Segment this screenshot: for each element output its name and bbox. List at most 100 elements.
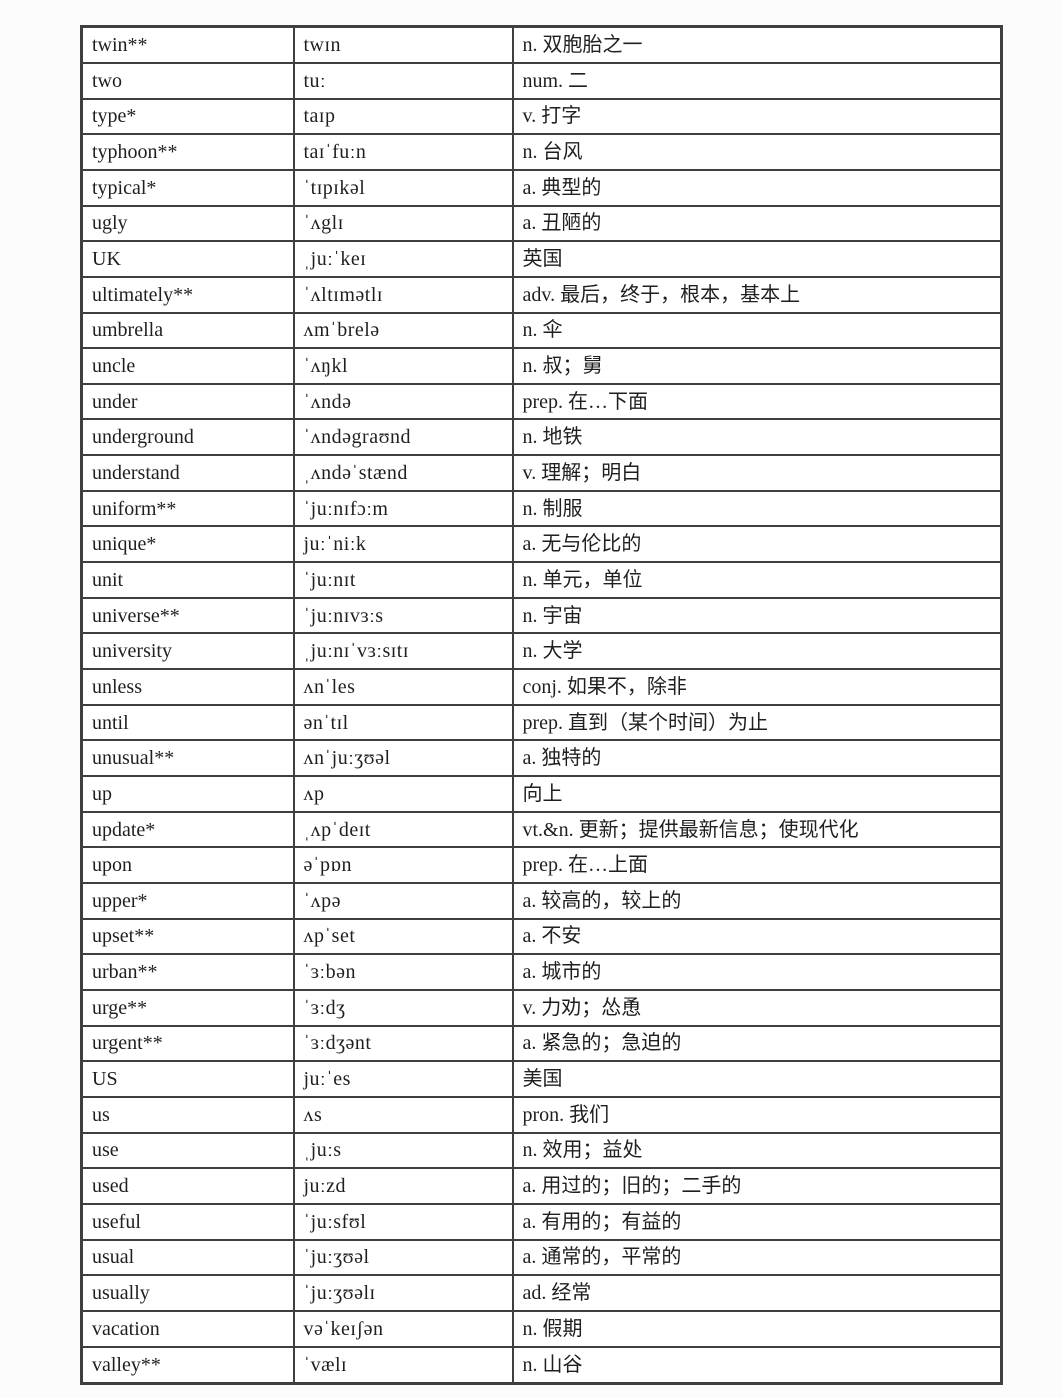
definition-cell: n. 伞 — [511, 311, 1003, 350]
phonetic-cell: ʌnˈjuːʒʊəl — [292, 739, 514, 778]
vocab-row: university ˌjuːnɪˈvɜːsɪtɪ n. 大学 — [80, 632, 1003, 671]
definition-cell: a. 无与伦比的 — [511, 525, 1003, 564]
word-cell: urgent** — [80, 1024, 295, 1063]
word-cell: upset** — [80, 917, 295, 956]
definition-cell: 向上 — [511, 775, 1003, 813]
word-cell: used — [80, 1167, 295, 1205]
vocab-row: urgent** ˈɜːdʒənt a. 紧急的；急迫的 — [80, 1024, 1003, 1063]
phonetic-cell: twɪn — [292, 25, 514, 64]
definition-cell: 美国 — [511, 1060, 1003, 1098]
vocab-row: type* taɪp v. 打字 — [80, 97, 1003, 136]
definition-cell: n. 叔；舅 — [511, 347, 1003, 385]
phonetic-cell: ʌmˈbrelə — [292, 311, 514, 350]
definition-cell: pron. 我们 — [511, 1095, 1003, 1134]
word-cell: upper* — [80, 882, 295, 920]
word-cell: ugly — [80, 204, 295, 243]
definition-cell: n. 制服 — [511, 489, 1003, 528]
vocab-row: update* ˌʌpˈdeɪt vt.&n. 更新；提供最新信息；使现代化 — [80, 810, 1003, 849]
vocab-row: used juːzd a. 用过的；旧的；二手的 — [80, 1167, 1003, 1205]
phonetic-cell: ˈjuːnɪfɔːm — [292, 489, 514, 528]
definition-cell: a. 通常的，平常的 — [511, 1238, 1003, 1277]
definition-cell: vt.&n. 更新；提供最新信息；使现代化 — [511, 810, 1003, 849]
phonetic-cell: ˈjuːnɪt — [292, 561, 514, 599]
phonetic-cell: ˈɜːdʒ — [292, 988, 514, 1027]
definition-cell: n. 单元，单位 — [511, 561, 1003, 599]
word-cell: unusual** — [80, 739, 295, 778]
definition-cell: ad. 经常 — [511, 1274, 1003, 1312]
definition-cell: a. 较高的，较上的 — [511, 882, 1003, 920]
word-cell: uniform** — [80, 489, 295, 528]
phonetic-cell: ˈtɪpɪkəl — [292, 168, 514, 207]
word-cell: UK — [80, 240, 295, 278]
phonetic-cell: tuː — [292, 61, 514, 100]
word-cell: vacation — [80, 1309, 295, 1348]
definition-cell: a. 紧急的；急迫的 — [511, 1024, 1003, 1063]
phonetic-cell: ˌʌndəˈstænd — [292, 454, 514, 492]
phonetic-cell: ˈjuːʒʊəl — [292, 1238, 514, 1277]
phonetic-cell: ənˈtɪl — [292, 703, 514, 742]
vocab-row: uncle ˈʌŋkl n. 叔；舅 — [80, 347, 1003, 385]
definition-cell: prep. 在…上面 — [511, 846, 1003, 884]
word-cell: up — [80, 775, 295, 813]
word-cell: until — [80, 703, 295, 742]
vocab-row: unique* juːˈniːk a. 无与伦比的 — [80, 525, 1003, 564]
word-cell: urban** — [80, 953, 295, 991]
definition-cell: n. 效用；益处 — [511, 1131, 1003, 1170]
word-cell: unit — [80, 561, 295, 599]
definition-cell: adv. 最后，终于，根本，基本上 — [511, 275, 1003, 314]
vocab-row: upset** ʌpˈset a. 不安 — [80, 917, 1003, 956]
vocab-row: unit ˈjuːnɪt n. 单元，单位 — [80, 561, 1003, 599]
vocab-row: upon əˈpɒn prep. 在…上面 — [80, 846, 1003, 884]
phonetic-cell: ˈʌglɪ — [292, 204, 514, 243]
definition-cell: n. 地铁 — [511, 418, 1003, 457]
word-cell: typical* — [80, 168, 295, 207]
vocab-row: unless ʌnˈles conj. 如果不，除非 — [80, 668, 1003, 706]
vocab-row: twin** twɪn n. 双胞胎之一 — [80, 25, 1003, 64]
vocab-row: umbrella ʌmˈbrelə n. 伞 — [80, 311, 1003, 350]
vocab-row: under ˈʌndə prep. 在…下面 — [80, 382, 1003, 421]
word-cell: type* — [80, 97, 295, 136]
vocab-row: usually ˈjuːʒʊəlɪ ad. 经常 — [80, 1274, 1003, 1312]
vocab-row: ugly ˈʌglɪ a. 丑陋的 — [80, 204, 1003, 243]
vocabulary-table: twin** twɪn n. 双胞胎之一 two tuː num. 二 type… — [80, 25, 1003, 1385]
vocab-row: vacation vəˈkeɪʃən n. 假期 — [80, 1309, 1003, 1348]
phonetic-cell: ˈvælɪ — [292, 1345, 514, 1385]
word-cell: ultimately** — [80, 275, 295, 314]
definition-cell: n. 大学 — [511, 632, 1003, 671]
phonetic-cell: ˈɜːdʒənt — [292, 1024, 514, 1063]
vocab-row: UK ˌjuːˈkeɪ 英国 — [80, 240, 1003, 278]
definition-cell: n. 假期 — [511, 1309, 1003, 1348]
definition-cell: conj. 如果不，除非 — [511, 668, 1003, 706]
phonetic-cell: ˈjuːnɪvɜːs — [292, 596, 514, 635]
vocab-row: typical* ˈtɪpɪkəl a. 典型的 — [80, 168, 1003, 207]
vocab-row: urban** ˈɜːbən a. 城市的 — [80, 953, 1003, 991]
phonetic-cell: ˈɜːbən — [292, 953, 514, 991]
definition-cell: a. 独特的 — [511, 739, 1003, 778]
word-cell: valley** — [80, 1345, 295, 1385]
phonetic-cell: ʌp — [292, 775, 514, 813]
vocab-row: useful ˈjuːsfʊl a. 有用的；有益的 — [80, 1202, 1003, 1241]
phonetic-cell: ˈʌŋkl — [292, 347, 514, 385]
vocab-row: usual ˈjuːʒʊəl a. 通常的，平常的 — [80, 1238, 1003, 1277]
vocab-row: urge** ˈɜːdʒ v. 力劝；怂恿 — [80, 988, 1003, 1027]
phonetic-cell: ˈʌndə — [292, 382, 514, 421]
word-cell: useful — [80, 1202, 295, 1241]
word-cell: unique* — [80, 525, 295, 564]
vocab-row: unusual** ʌnˈjuːʒʊəl a. 独特的 — [80, 739, 1003, 778]
phonetic-cell: juːˈes — [292, 1060, 514, 1098]
vocabulary-table-body: twin** twɪn n. 双胞胎之一 two tuː num. 二 type… — [80, 25, 1003, 1385]
phonetic-cell: ʌs — [292, 1095, 514, 1134]
vocab-row: two tuː num. 二 — [80, 61, 1003, 100]
phonetic-cell: ˈjuːsfʊl — [292, 1202, 514, 1241]
definition-cell: n. 台风 — [511, 133, 1003, 171]
phonetic-cell: taɪp — [292, 97, 514, 136]
definition-cell: a. 有用的；有益的 — [511, 1202, 1003, 1241]
definition-cell: num. 二 — [511, 61, 1003, 100]
vocab-row: uniform** ˈjuːnɪfɔːm n. 制服 — [80, 489, 1003, 528]
vocab-row: valley** ˈvælɪ n. 山谷 — [80, 1345, 1003, 1385]
vocab-row: understand ˌʌndəˈstænd v. 理解；明白 — [80, 454, 1003, 492]
definition-cell: v. 打字 — [511, 97, 1003, 136]
word-cell: US — [80, 1060, 295, 1098]
word-cell: two — [80, 61, 295, 100]
definition-cell: n. 宇宙 — [511, 596, 1003, 635]
